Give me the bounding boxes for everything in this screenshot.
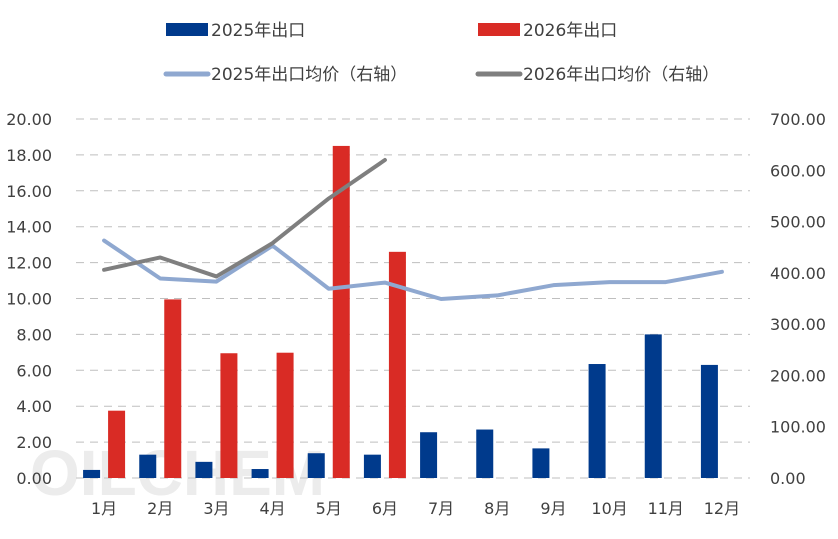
bar — [532, 448, 550, 478]
x-tick-label: 12月 — [704, 499, 740, 518]
bar — [251, 469, 269, 478]
bar — [700, 364, 718, 478]
legend-label: 2026年出口 — [523, 21, 617, 41]
y-tick-label: 20.00 — [6, 110, 52, 129]
y-axis-left: 0.00 2.00 4.00 6.00 8.00 10.00 12.00 14.00 16.00… — [6, 110, 52, 488]
y-tick-label: 0.00 — [16, 469, 52, 488]
y2-tick-label: 0.00 — [770, 469, 806, 488]
legend-swatch — [166, 23, 208, 36]
x-tick-label: 5月 — [316, 499, 342, 518]
x-tick-label: 3月 — [203, 499, 229, 518]
y-tick-label: 18.00 — [6, 146, 52, 165]
bar — [195, 461, 213, 478]
bar — [164, 299, 182, 478]
y-tick-label: 16.00 — [6, 182, 52, 201]
gridlines — [76, 118, 750, 479]
bar — [83, 469, 101, 478]
x-axis: 1月 2月 3月 4月 5月 6月 7月 8月 9月 10月 11月 12月 — [91, 499, 740, 518]
lines — [102, 158, 724, 302]
bar — [139, 454, 157, 478]
bars — [83, 145, 718, 479]
bar — [476, 429, 494, 478]
bar — [276, 352, 294, 478]
bar — [363, 454, 381, 478]
y-tick-label: 2.00 — [16, 433, 52, 452]
series-line — [102, 238, 724, 302]
y-tick-label: 4.00 — [16, 397, 52, 416]
legend-label: 2025年出口均价（右轴） — [211, 65, 407, 85]
legend: 2025年出口 2026年出口 2025年出口均价（右轴） 2026年出口均价（右轴） — [163, 21, 719, 85]
y-axis-right: 0.00 100.00 200.00 300.00 400.00 500.00 600.00… — [770, 110, 826, 488]
x-tick-label: 11月 — [648, 499, 684, 518]
y2-tick-label: 500.00 — [770, 213, 826, 232]
y2-tick-label: 300.00 — [770, 315, 826, 334]
bar — [644, 334, 662, 478]
y2-tick-label: 600.00 — [770, 161, 826, 180]
y-tick-label: 12.00 — [6, 254, 52, 273]
x-tick-label: 2月 — [147, 499, 173, 518]
bar — [108, 410, 126, 478]
y2-tick-label: 200.00 — [770, 366, 826, 385]
y2-tick-label: 100.00 — [770, 418, 826, 437]
y2-tick-label: 400.00 — [770, 264, 826, 283]
bar — [420, 432, 438, 478]
bar — [588, 364, 606, 478]
bar — [388, 251, 406, 478]
y-tick-label: 6.00 — [16, 361, 52, 380]
x-tick-label: 7月 — [428, 499, 454, 518]
y-tick-label: 14.00 — [6, 218, 52, 237]
x-tick-label: 4月 — [259, 499, 285, 518]
x-tick-label: 9月 — [540, 499, 566, 518]
legend-label: 2025年出口 — [211, 21, 305, 41]
legend-swatch — [478, 23, 520, 36]
bar — [307, 453, 325, 478]
legend-label: 2026年出口均价（右轴） — [523, 65, 719, 85]
x-tick-label: 1月 — [91, 499, 117, 518]
bar — [220, 353, 238, 478]
y-tick-label: 10.00 — [6, 290, 52, 309]
x-tick-label: 8月 — [484, 499, 510, 518]
y-tick-label: 8.00 — [16, 325, 52, 344]
bar — [332, 145, 350, 479]
x-tick-label: 6月 — [372, 499, 398, 518]
y2-tick-label: 700.00 — [770, 110, 826, 129]
x-tick-label: 10月 — [591, 499, 627, 518]
series-line — [102, 158, 387, 279]
